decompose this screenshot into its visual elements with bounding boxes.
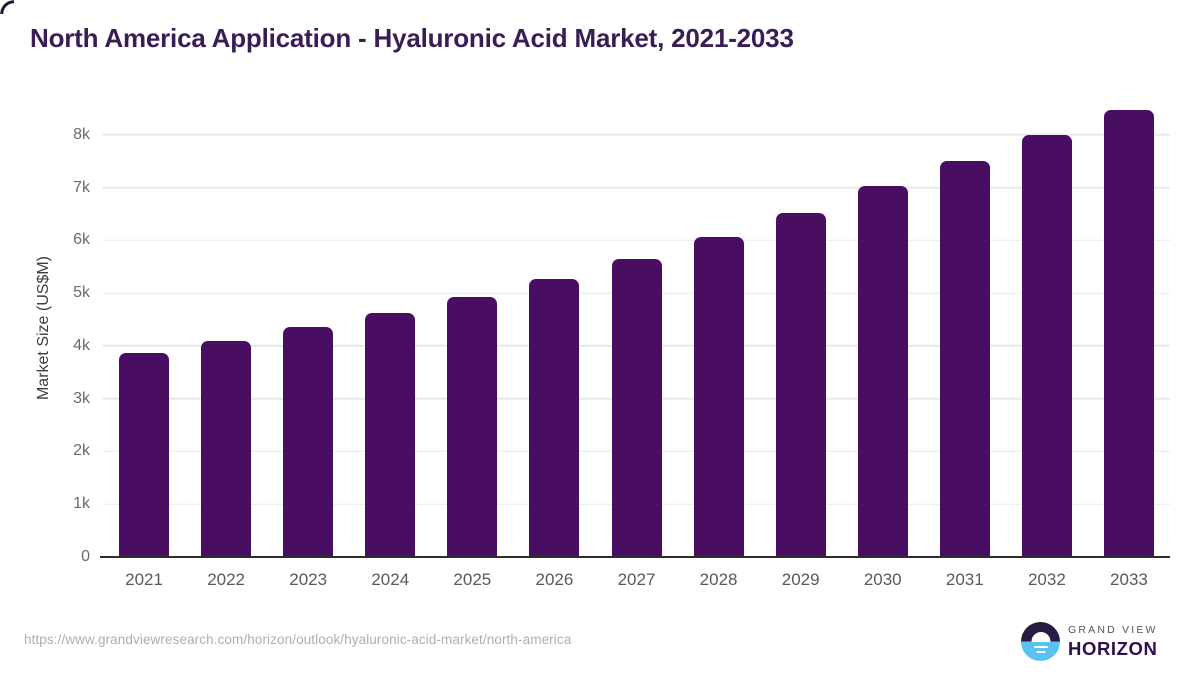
- x-tick-label-2021: 2021: [125, 570, 163, 589]
- bar-slot-2032: 2032: [1006, 100, 1088, 588]
- bar-slot-2026: 2026: [513, 100, 595, 588]
- bar-slot-2023: 2023: [267, 100, 349, 588]
- bar-slot-2024: 2024: [349, 100, 431, 588]
- x-tick-label-2024: 2024: [371, 570, 410, 589]
- bar-slot-2021: 2021: [103, 100, 185, 588]
- x-tick-label-2031: 2031: [945, 570, 984, 589]
- bar-2032: [1021, 134, 1072, 557]
- y-tick-label-1k: 1k: [73, 495, 90, 513]
- horizon-sun-icon: [1021, 622, 1060, 661]
- bar-2023: [283, 327, 334, 557]
- gridline-8k: [103, 134, 1170, 136]
- logo-text-horizon: HORIZON: [1068, 637, 1158, 659]
- bar-slot-2027: 2027: [595, 100, 677, 588]
- grand-view-horizon-logo: GRAND VIEW HORIZON: [1021, 622, 1158, 661]
- bar-2022: [201, 340, 252, 557]
- x-tick-label-2022: 2022: [207, 570, 246, 589]
- bar-2027: [611, 259, 662, 557]
- x-tick-label-2029: 2029: [781, 570, 820, 589]
- y-tick-label-0: 0: [81, 548, 90, 565]
- bar-2030: [857, 185, 908, 557]
- chart-title: North America Application - Hyaluronic A…: [30, 23, 794, 53]
- bar-slot-2022: 2022: [185, 100, 267, 588]
- bars: 2021 2022 2023 2024 2025 2026 2027 2028 2029 2030…: [103, 100, 1170, 588]
- gridline-6k: [103, 239, 1170, 242]
- x-tick-label-2030: 2030: [863, 570, 902, 589]
- sun-shape: [1031, 632, 1050, 642]
- y-tick-label-2k: 2k: [73, 442, 90, 460]
- source-url: https://www.grandviewresearch.com/horizo…: [24, 632, 572, 647]
- logo-text-grand-view: GRAND VIEW: [1068, 624, 1158, 636]
- reflection-line-2: [1036, 650, 1045, 654]
- bar-2026: [529, 278, 580, 557]
- bar-slot-2030: 2030: [842, 100, 924, 588]
- y-tick-label-5k: 5k: [73, 284, 90, 302]
- y-tick-label-4k: 4k: [73, 336, 90, 354]
- bar-2025: [447, 296, 498, 557]
- plot-area: 0 1k 2k 3k 4k 5k 6k 7k 8k 2021 2022 2023 2024 2025 20…: [73, 100, 1170, 588]
- x-tick-label-2026: 2026: [535, 570, 574, 589]
- bar-2021: [119, 352, 170, 557]
- bar-slot-2025: 2025: [431, 100, 513, 588]
- bar-2024: [365, 313, 416, 557]
- x-tick-label-2032: 2032: [1027, 570, 1066, 589]
- reflection-line-1: [1033, 645, 1048, 649]
- x-tick-label-2023: 2023: [289, 570, 328, 589]
- y-tick-label-7k: 7k: [73, 178, 90, 196]
- bar-slot-2033: 2033: [1088, 100, 1170, 588]
- bar-slot-2028: 2028: [678, 100, 760, 588]
- y-tick-label-6k: 6k: [73, 231, 90, 249]
- bar-2028: [693, 236, 744, 557]
- bar-2029: [775, 212, 826, 557]
- x-tick-label-2025: 2025: [453, 570, 492, 589]
- x-tick-label-2028: 2028: [699, 570, 738, 589]
- y-tick-label-3k: 3k: [73, 389, 90, 407]
- y-axis-title: Market Size (US$M): [35, 255, 52, 401]
- x-tick-label-2033: 2033: [1110, 570, 1148, 589]
- x-tick-label-2027: 2027: [617, 570, 656, 589]
- y-tick-label-8k: 8k: [73, 125, 90, 143]
- bar-2031: [939, 160, 990, 557]
- logo-text: GRAND VIEW HORIZON: [1068, 625, 1158, 658]
- bar-slot-2029: 2029: [760, 100, 842, 588]
- bar-2033: [1103, 110, 1154, 557]
- bar-slot-2031: 2031: [924, 100, 1006, 588]
- x-axis-line: [100, 556, 1170, 558]
- gridline-7k: [103, 186, 1170, 189]
- window-corner-artifact: [0, 0, 14, 14]
